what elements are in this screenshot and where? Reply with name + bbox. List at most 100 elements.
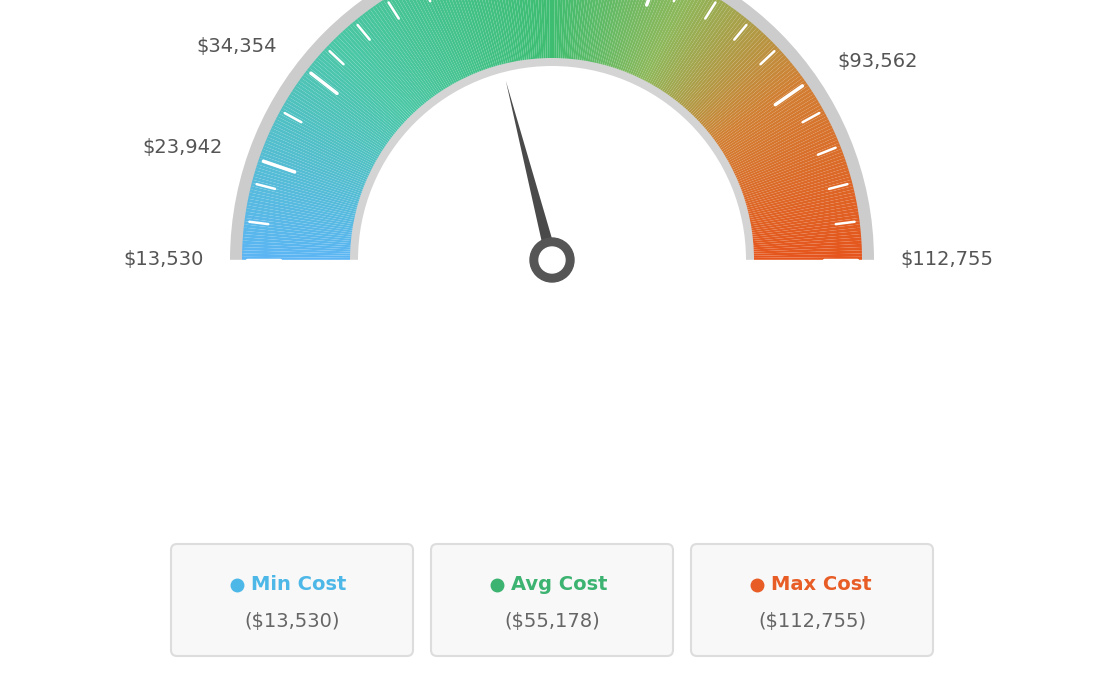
Wedge shape bbox=[627, 0, 672, 76]
Wedge shape bbox=[253, 177, 360, 208]
Wedge shape bbox=[609, 0, 645, 69]
Wedge shape bbox=[426, 0, 473, 77]
Wedge shape bbox=[364, 11, 433, 101]
Wedge shape bbox=[751, 231, 861, 244]
Wedge shape bbox=[751, 221, 860, 237]
Wedge shape bbox=[290, 91, 384, 152]
Wedge shape bbox=[604, 0, 636, 68]
Wedge shape bbox=[453, 0, 490, 70]
Wedge shape bbox=[282, 105, 379, 162]
Wedge shape bbox=[500, 0, 521, 63]
Text: $34,354: $34,354 bbox=[197, 37, 277, 57]
Wedge shape bbox=[267, 134, 370, 181]
Wedge shape bbox=[397, 0, 454, 87]
Wedge shape bbox=[562, 0, 572, 61]
Wedge shape bbox=[737, 146, 841, 188]
Wedge shape bbox=[317, 55, 402, 129]
FancyBboxPatch shape bbox=[431, 544, 673, 656]
Wedge shape bbox=[690, 37, 768, 117]
Wedge shape bbox=[394, 0, 452, 88]
Wedge shape bbox=[257, 161, 362, 198]
Wedge shape bbox=[635, 0, 684, 79]
Wedge shape bbox=[247, 199, 355, 222]
FancyBboxPatch shape bbox=[171, 544, 413, 656]
Wedge shape bbox=[744, 177, 851, 208]
Wedge shape bbox=[523, 0, 535, 61]
Wedge shape bbox=[739, 149, 842, 190]
Wedge shape bbox=[704, 60, 790, 132]
Wedge shape bbox=[752, 237, 861, 248]
Wedge shape bbox=[251, 183, 359, 213]
Wedge shape bbox=[583, 0, 604, 63]
Wedge shape bbox=[444, 0, 485, 72]
Text: $93,562: $93,562 bbox=[838, 52, 919, 71]
Wedge shape bbox=[517, 0, 531, 61]
Wedge shape bbox=[323, 48, 406, 125]
Wedge shape bbox=[597, 0, 626, 66]
Wedge shape bbox=[721, 94, 816, 155]
Wedge shape bbox=[268, 131, 370, 179]
Wedge shape bbox=[741, 158, 846, 196]
Wedge shape bbox=[440, 0, 482, 73]
Wedge shape bbox=[723, 99, 819, 158]
Wedge shape bbox=[682, 26, 757, 110]
Wedge shape bbox=[631, 0, 678, 77]
Wedge shape bbox=[751, 224, 860, 239]
Wedge shape bbox=[671, 11, 740, 101]
Wedge shape bbox=[497, 0, 519, 63]
Wedge shape bbox=[383, 0, 445, 92]
Wedge shape bbox=[251, 186, 358, 215]
Wedge shape bbox=[493, 0, 517, 63]
Wedge shape bbox=[675, 15, 744, 104]
Wedge shape bbox=[438, 0, 480, 74]
Wedge shape bbox=[559, 0, 565, 60]
Wedge shape bbox=[326, 46, 407, 123]
Wedge shape bbox=[478, 0, 507, 66]
Wedge shape bbox=[699, 50, 783, 126]
Wedge shape bbox=[450, 0, 488, 71]
Wedge shape bbox=[468, 0, 500, 68]
Wedge shape bbox=[287, 97, 382, 157]
Wedge shape bbox=[279, 110, 376, 166]
Wedge shape bbox=[532, 0, 542, 61]
Wedge shape bbox=[720, 91, 814, 152]
Wedge shape bbox=[552, 0, 555, 60]
Wedge shape bbox=[529, 0, 540, 61]
Wedge shape bbox=[336, 37, 414, 117]
Wedge shape bbox=[581, 0, 601, 63]
Wedge shape bbox=[692, 39, 772, 119]
Wedge shape bbox=[381, 0, 443, 93]
Wedge shape bbox=[545, 0, 550, 60]
Wedge shape bbox=[752, 234, 861, 246]
Wedge shape bbox=[709, 68, 797, 137]
Wedge shape bbox=[684, 28, 760, 111]
Wedge shape bbox=[686, 30, 762, 112]
Wedge shape bbox=[577, 0, 594, 62]
Wedge shape bbox=[284, 102, 380, 160]
Wedge shape bbox=[242, 247, 352, 254]
Wedge shape bbox=[463, 0, 496, 68]
Wedge shape bbox=[752, 250, 862, 256]
Wedge shape bbox=[697, 46, 778, 123]
Wedge shape bbox=[752, 257, 862, 260]
Wedge shape bbox=[639, 0, 690, 81]
Wedge shape bbox=[250, 189, 358, 217]
Wedge shape bbox=[319, 52, 403, 128]
Wedge shape bbox=[305, 70, 394, 139]
Wedge shape bbox=[352, 21, 425, 107]
Wedge shape bbox=[629, 0, 676, 77]
Wedge shape bbox=[694, 43, 776, 121]
Wedge shape bbox=[466, 0, 498, 68]
Wedge shape bbox=[258, 158, 363, 196]
Wedge shape bbox=[710, 70, 799, 139]
Wedge shape bbox=[342, 30, 418, 112]
Wedge shape bbox=[386, 0, 447, 91]
Wedge shape bbox=[708, 65, 795, 136]
Wedge shape bbox=[488, 0, 512, 64]
FancyBboxPatch shape bbox=[691, 544, 933, 656]
Wedge shape bbox=[634, 0, 681, 78]
Wedge shape bbox=[722, 97, 817, 157]
Wedge shape bbox=[378, 2, 442, 95]
Wedge shape bbox=[503, 0, 523, 63]
Wedge shape bbox=[746, 186, 853, 215]
